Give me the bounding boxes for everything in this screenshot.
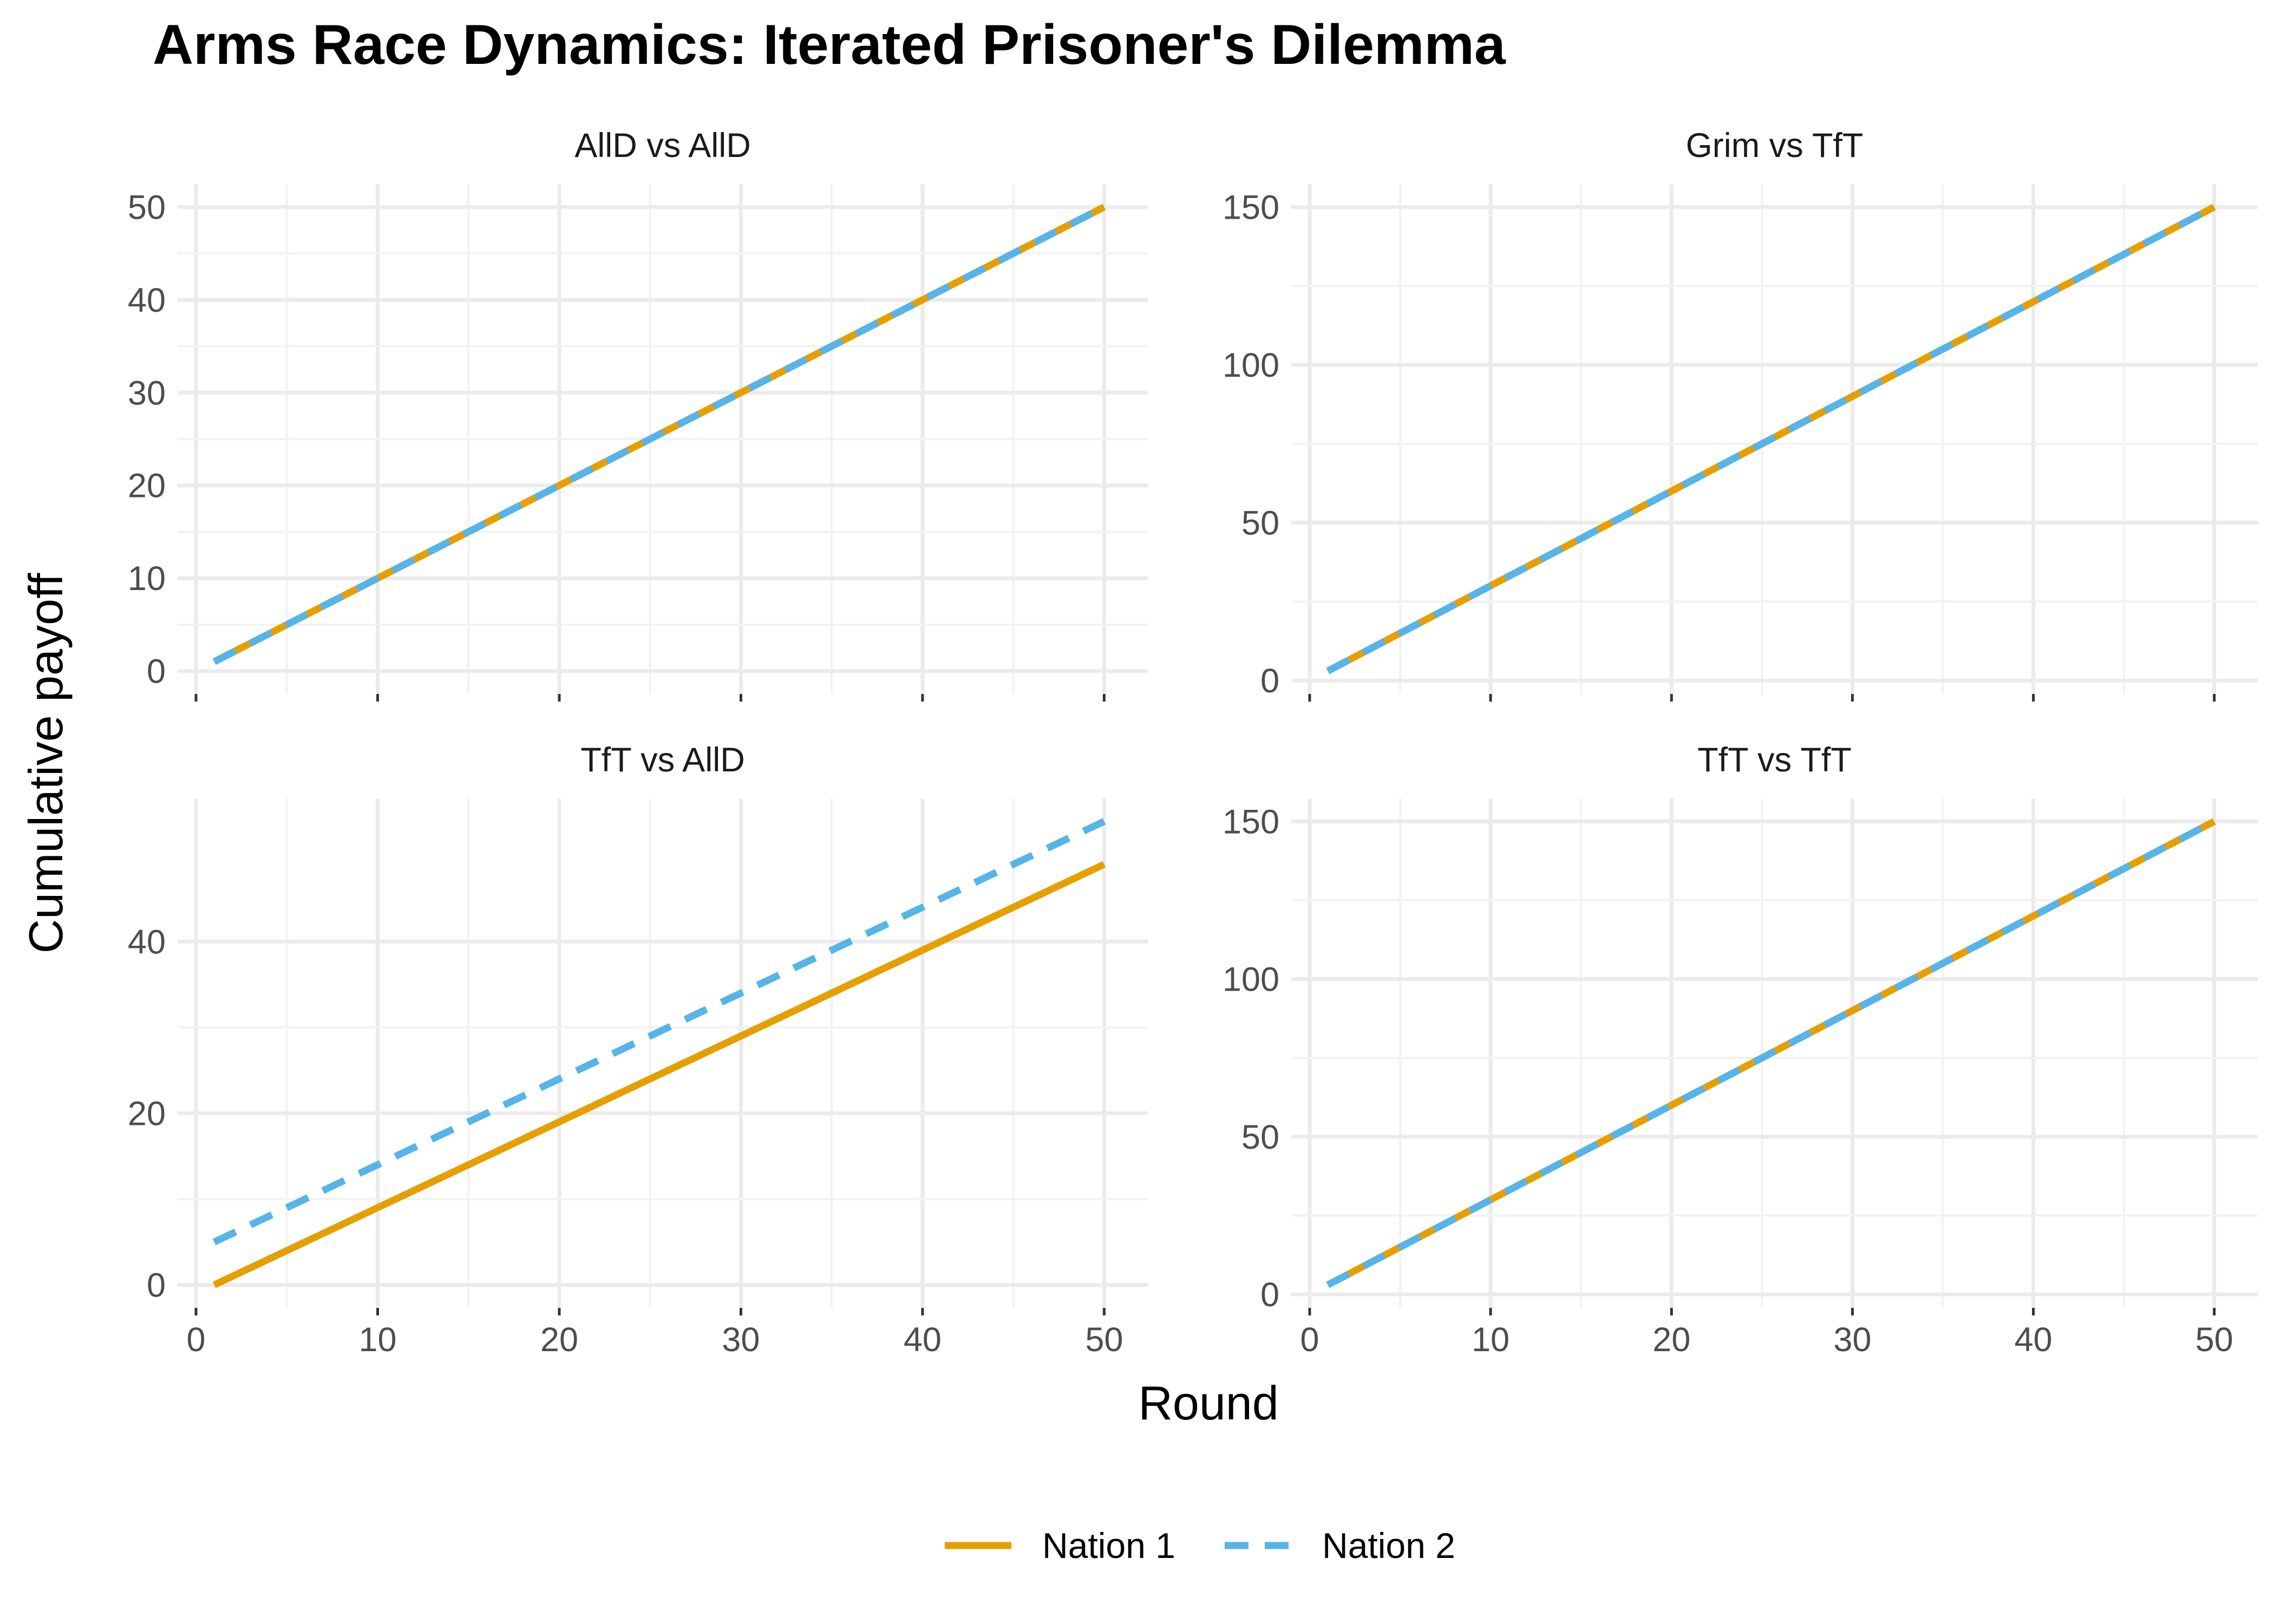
y-axis-title: Cumulative payoff [19, 573, 73, 953]
y-tick-label: 100 [1223, 961, 1279, 999]
x-tick-label: 20 [540, 1321, 578, 1359]
y-tick-label: 20 [128, 467, 166, 505]
panel-strip-label: TfT vs AllD [580, 741, 744, 779]
x-tick-label: 0 [187, 1321, 206, 1359]
x-tick-label: 30 [1833, 1321, 1871, 1359]
x-tick-label: 40 [2014, 1321, 2052, 1359]
y-tick-label: 0 [1260, 1276, 1279, 1314]
legend-label: Nation 1 [1042, 1525, 1175, 1566]
x-tick-label: 30 [722, 1321, 760, 1359]
legend-label: Nation 2 [1322, 1525, 1455, 1566]
x-tick-label: 0 [1300, 1321, 1319, 1359]
series-line-nation-2 [1326, 204, 2216, 675]
y-tick-label: 0 [147, 1267, 166, 1305]
panel-3: TfT vs AllD 0 20 40 0 10 20 30 40 50 [128, 741, 1148, 1359]
y-tick-label: 10 [128, 560, 166, 598]
y-tick-label: 100 [1223, 346, 1279, 384]
x-tick-label: 40 [904, 1321, 942, 1359]
x-tick-label: 50 [1085, 1321, 1123, 1359]
y-tick-label: 40 [128, 923, 166, 961]
y-tick-label: 0 [1260, 662, 1279, 700]
x-axis-title: Round [1138, 1376, 1278, 1430]
legend-item-nation-1: Nation 1 [945, 1525, 1175, 1566]
y-tick-label: 150 [1223, 803, 1279, 841]
panel-2: Grim vs TfT 0 50 100 150 [1223, 127, 2258, 702]
y-tick-label: 50 [1241, 505, 1279, 542]
y-tick-label: 50 [128, 188, 166, 226]
x-tick-label: 20 [1652, 1321, 1690, 1359]
panel-strip-label: Grim vs TfT [1686, 127, 1864, 165]
panel-4: TfT vs TfT 0 50 100 150 0 10 20 30 40 50 [1223, 741, 2258, 1359]
series-line-nation-2 [1326, 818, 2216, 1288]
panel-1: AllD vs AllD 0 10 20 30 40 50 [128, 127, 1148, 702]
series-line-nation-2 [212, 818, 1106, 1246]
y-tick-label: 150 [1223, 188, 1279, 226]
x-tick-label: 10 [358, 1321, 396, 1359]
y-tick-label: 20 [128, 1095, 166, 1133]
panel-strip-label: AllD vs AllD [574, 127, 751, 165]
series-line-nation-1 [212, 861, 1106, 1288]
y-tick-label: 30 [128, 374, 166, 412]
legend: Nation 1 Nation 2 [945, 1525, 1455, 1566]
y-tick-label: 50 [1241, 1118, 1279, 1156]
x-tick-label: 10 [1472, 1321, 1510, 1359]
chart-title: Arms Race Dynamics: Iterated Prisoner's … [153, 14, 1506, 76]
legend-item-nation-2: Nation 2 [1225, 1525, 1455, 1566]
y-tick-label: 0 [147, 653, 166, 691]
series-line-nation-2 [212, 204, 1106, 665]
panel-strip-label: TfT vs TfT [1697, 741, 1852, 779]
x-tick-label: 50 [2195, 1321, 2233, 1359]
y-tick-label: 40 [128, 281, 166, 319]
